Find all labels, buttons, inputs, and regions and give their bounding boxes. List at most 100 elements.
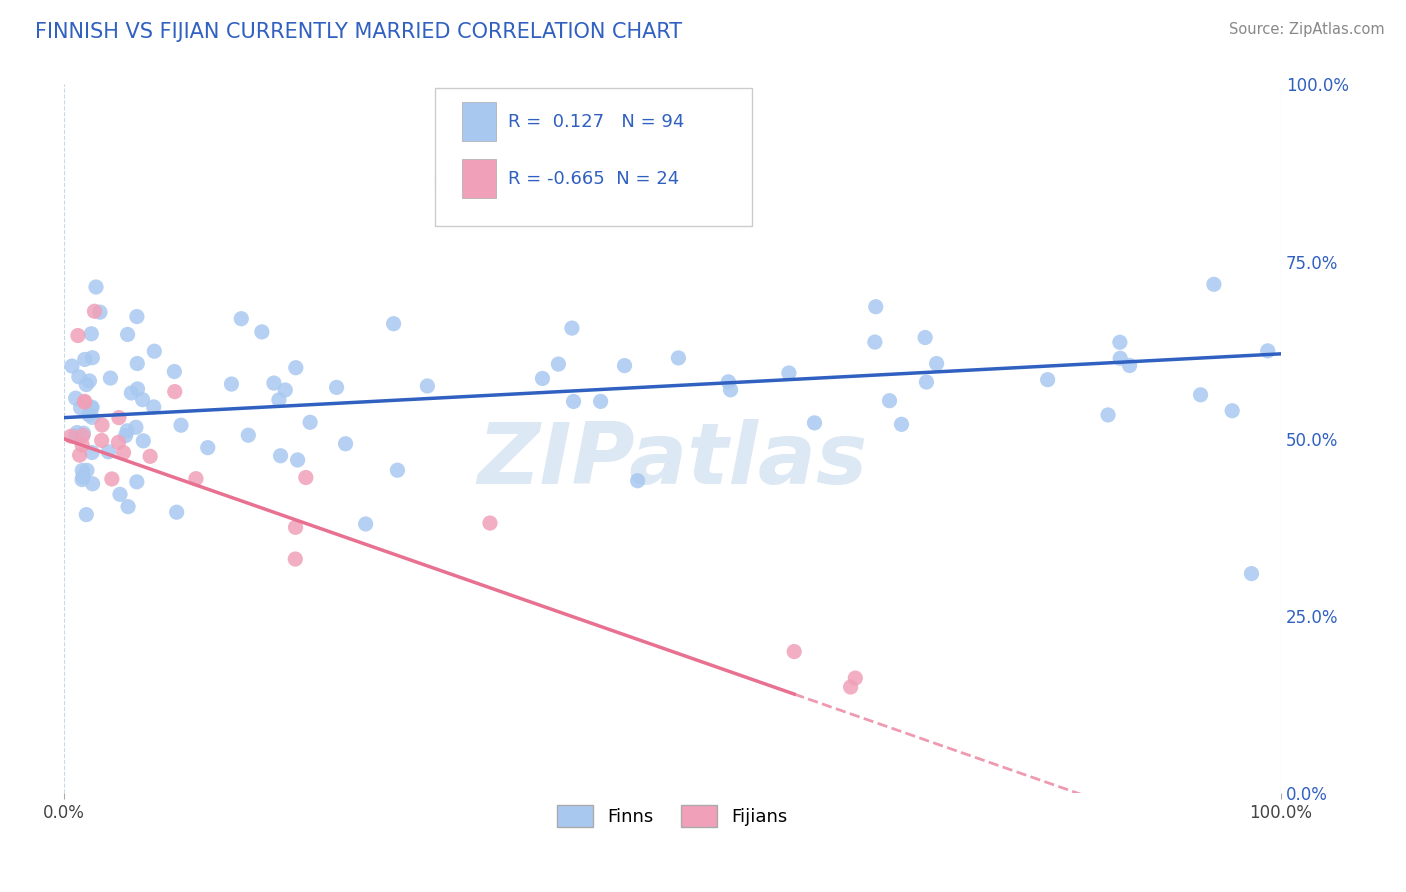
Point <box>250 325 273 339</box>
Point <box>335 436 357 450</box>
Point <box>117 327 139 342</box>
Point <box>82 410 104 425</box>
Point <box>325 380 347 394</box>
Point <box>865 300 887 314</box>
Point <box>65 391 87 405</box>
Point <box>75 377 97 392</box>
Point <box>844 671 866 685</box>
Point <box>101 472 124 486</box>
Point <box>1109 351 1132 366</box>
Point <box>82 401 104 415</box>
Point <box>107 435 129 450</box>
Point <box>65 429 87 443</box>
Point <box>382 317 405 331</box>
Point <box>547 357 569 371</box>
Point <box>387 463 409 477</box>
Point <box>60 359 83 373</box>
Point <box>83 304 105 318</box>
Point <box>75 508 97 522</box>
Point <box>170 418 193 433</box>
Point <box>163 365 186 379</box>
Point <box>416 379 439 393</box>
Point <box>284 520 307 534</box>
Point <box>1220 403 1243 417</box>
Point <box>90 434 112 448</box>
Point <box>120 386 142 401</box>
Text: FINNISH VS FIJIAN CURRENTLY MARRIED CORRELATION CHART: FINNISH VS FIJIAN CURRENTLY MARRIED CORR… <box>35 22 682 42</box>
Point <box>125 310 148 324</box>
Point <box>1257 343 1279 358</box>
Point <box>131 392 153 407</box>
Point <box>263 376 285 390</box>
Point <box>91 417 114 432</box>
Point <box>69 401 91 415</box>
Point <box>70 438 93 452</box>
Point <box>125 475 148 489</box>
Point <box>73 394 96 409</box>
Point <box>1240 566 1263 581</box>
Point <box>97 444 120 458</box>
Point <box>84 280 107 294</box>
Text: Source: ZipAtlas.com: Source: ZipAtlas.com <box>1229 22 1385 37</box>
Point <box>117 500 139 514</box>
Point <box>139 450 162 464</box>
Point <box>778 366 800 380</box>
Point <box>60 429 83 443</box>
Point <box>295 470 318 484</box>
Point <box>127 382 149 396</box>
Point <box>82 476 104 491</box>
Point <box>125 420 148 434</box>
Point <box>80 401 103 415</box>
Point <box>80 326 103 341</box>
Legend: Finns, Fijians: Finns, Fijians <box>550 797 794 834</box>
Point <box>783 644 806 658</box>
Point <box>668 351 690 365</box>
Point <box>267 392 290 407</box>
Point <box>80 445 103 459</box>
Point <box>1097 408 1119 422</box>
FancyBboxPatch shape <box>436 88 752 227</box>
Point <box>112 445 135 459</box>
Point <box>890 417 912 432</box>
Point <box>231 311 253 326</box>
Point <box>115 424 138 438</box>
Point <box>613 359 636 373</box>
Point <box>627 474 650 488</box>
Point <box>69 448 91 462</box>
Point <box>221 377 243 392</box>
Point <box>70 473 93 487</box>
Point <box>79 374 101 388</box>
Point <box>562 394 585 409</box>
Point <box>1036 373 1059 387</box>
Point <box>354 516 377 531</box>
Point <box>72 428 94 442</box>
Point <box>270 449 292 463</box>
Point <box>915 375 938 389</box>
Point <box>238 428 260 442</box>
Point <box>839 680 862 694</box>
Point <box>77 408 100 422</box>
Point <box>66 328 89 343</box>
Point <box>163 384 186 399</box>
Point <box>143 344 166 359</box>
Point <box>284 360 307 375</box>
Point <box>72 463 94 477</box>
Point <box>72 470 94 484</box>
Point <box>720 383 742 397</box>
Point <box>914 330 936 344</box>
Point <box>287 453 309 467</box>
Point <box>166 505 188 519</box>
Point <box>478 516 501 530</box>
Point <box>284 552 307 566</box>
Point <box>589 394 612 409</box>
Point <box>299 415 322 429</box>
Point <box>132 434 155 448</box>
Point <box>863 335 886 350</box>
Point <box>925 357 948 371</box>
Point <box>432 177 454 191</box>
Point <box>67 369 90 384</box>
Point <box>879 393 901 408</box>
Point <box>127 357 149 371</box>
Point <box>1118 359 1140 373</box>
Text: R = -0.665  N = 24: R = -0.665 N = 24 <box>508 169 679 187</box>
